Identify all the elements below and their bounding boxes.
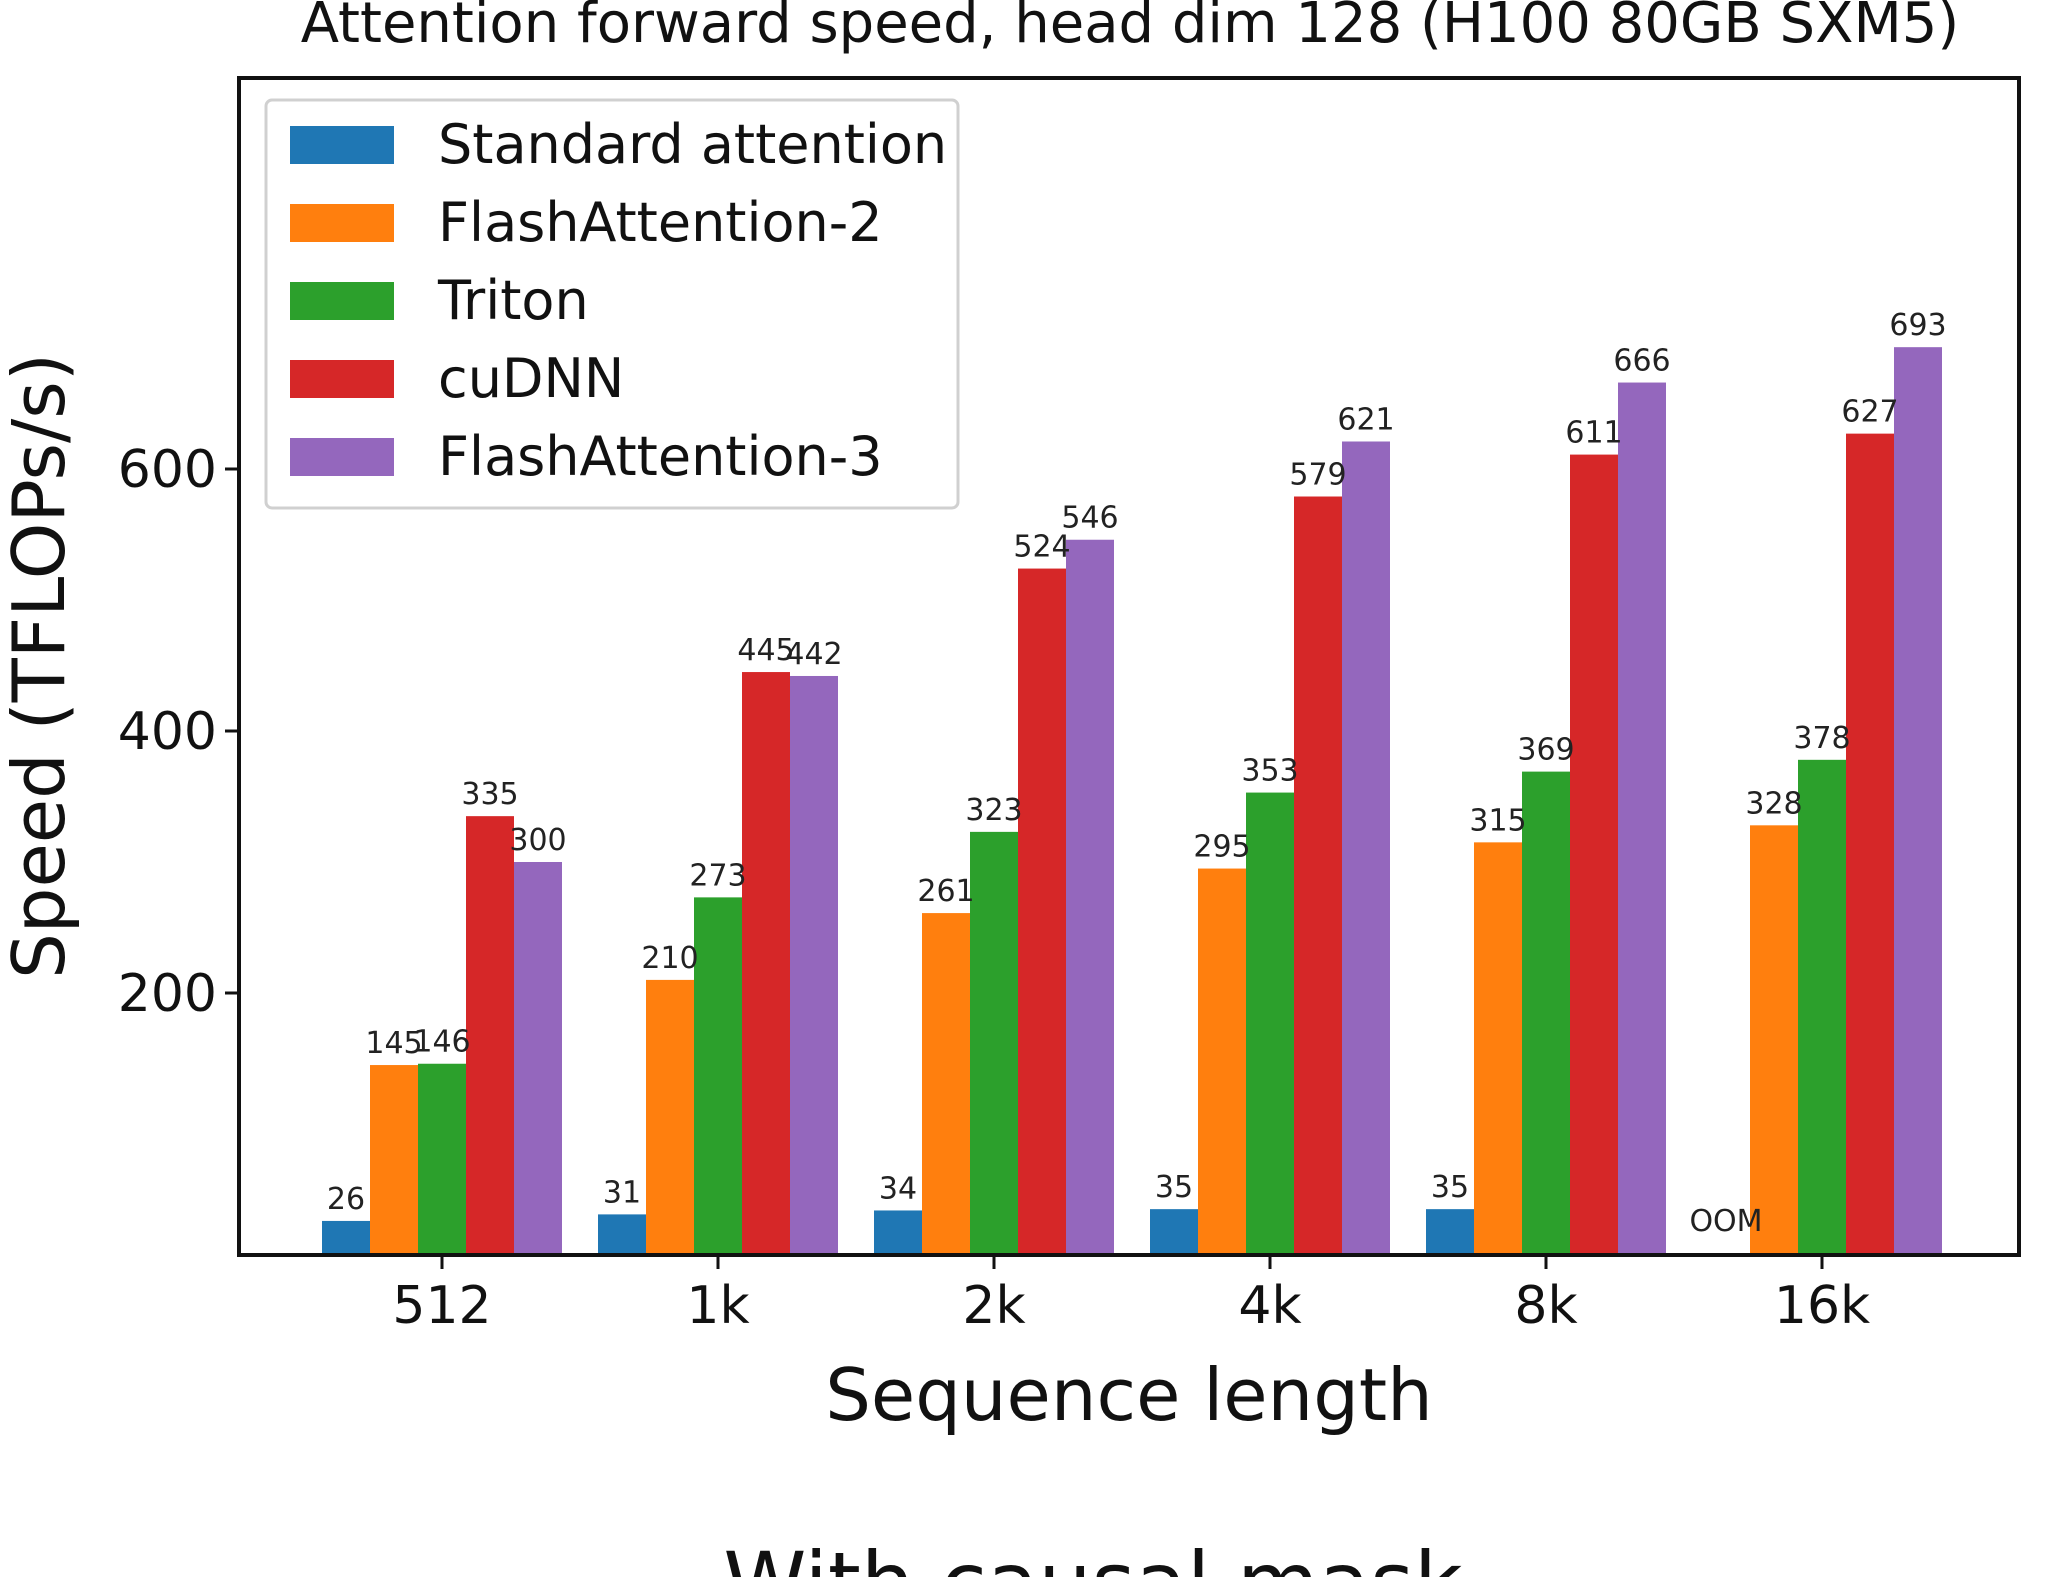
bar-triton-16k: [1798, 759, 1846, 1255]
legend-swatch-standard-attention: [290, 126, 394, 164]
bar-triton-512: [418, 1063, 466, 1255]
legend-label-triton: Triton: [437, 269, 589, 332]
data-label-cudnn-16k: 627: [1841, 395, 1898, 430]
bar-flashattention-3-1k: [790, 675, 838, 1255]
bar-cudnn-512: [466, 816, 514, 1255]
bar-standard-attention-1k: [598, 1214, 646, 1255]
bar-triton-1k: [694, 897, 742, 1255]
data-label-flashattention-2-512: 145: [365, 1026, 422, 1061]
data-label-standard-attention-1k: 31: [603, 1175, 641, 1210]
data-label-cudnn-1k: 445: [737, 633, 794, 668]
legend-label-flashattention-3: FlashAttention-3: [438, 425, 883, 488]
data-label-flashattention-2-1k: 210: [641, 941, 698, 976]
data-labels-layer: 2614514633530031210273445442342613235245…: [327, 308, 1947, 1239]
data-label-standard-attention-4k: 35: [1155, 1170, 1193, 1205]
x-tick-label-8k: 8k: [1514, 1276, 1577, 1336]
data-label-standard-attention-8k: 35: [1431, 1170, 1469, 1205]
legend: Standard attention FlashAttention-2 Triton…: [264, 98, 960, 510]
data-label-flashattention-3-4k: 621: [1337, 402, 1394, 437]
y-tick-label-200: 200: [118, 964, 217, 1024]
data-label-triton-1k: 273: [689, 858, 746, 893]
bar-flashattention-3-8k: [1618, 382, 1666, 1255]
x-tick-label-4k: 4k: [1238, 1276, 1301, 1336]
bar-cudnn-16k: [1846, 433, 1894, 1255]
bar-flashattention-3-2k: [1066, 539, 1114, 1255]
data-label-flashattention-2-2k: 261: [917, 874, 974, 909]
legend-swatch-flashattention-3: [290, 438, 394, 476]
data-label-triton-512: 146: [413, 1025, 470, 1060]
data-label-standard-attention-2k: 34: [879, 1171, 917, 1206]
bar-standard-attention-4k: [1150, 1209, 1198, 1255]
data-label-flashattention-2-8k: 315: [1469, 803, 1526, 838]
y-axis: 200 400 600: [118, 440, 239, 1024]
bar-triton-4k: [1246, 792, 1294, 1255]
x-tick-label-512: 512: [392, 1276, 491, 1336]
data-label-triton-4k: 353: [1241, 754, 1298, 789]
legend-label-cudnn: cuDNN: [438, 347, 624, 410]
bar-flashattention-2-2k: [922, 913, 970, 1255]
legend-items: Standard attention FlashAttention-2 Triton…: [290, 113, 947, 488]
x-tick-label-2k: 2k: [962, 1276, 1025, 1336]
data-label-cudnn-4k: 579: [1289, 458, 1346, 493]
chart-title: Attention forward speed, head dim 128 (H…: [301, 0, 1960, 56]
bar-cudnn-1k: [742, 672, 790, 1255]
y-tick-label-400: 400: [118, 702, 217, 762]
bar-cudnn-2k: [1018, 568, 1066, 1255]
data-label-triton-2k: 323: [965, 793, 1022, 828]
x-axis: 512 1k 2k 4k 8k 16k: [392, 1255, 1870, 1336]
bar-standard-attention-2k: [874, 1210, 922, 1255]
legend-swatch-cudnn: [290, 360, 394, 398]
data-label-flashattention-2-16k: 328: [1745, 786, 1802, 821]
legend-label-standard-attention: Standard attention: [438, 113, 947, 176]
bars-layer: [322, 347, 1942, 1256]
bar-flashattention-2-1k: [646, 979, 694, 1255]
data-label-cudnn-512: 335: [461, 777, 518, 812]
bar-flashattention-3-512: [514, 862, 562, 1255]
bar-triton-8k: [1522, 771, 1570, 1255]
bar-triton-2k: [970, 831, 1018, 1255]
bar-cudnn-8k: [1570, 454, 1618, 1256]
bar-flashattention-2-16k: [1750, 825, 1798, 1255]
y-tick-label-600: 600: [118, 440, 217, 500]
bar-flashattention-3-16k: [1894, 347, 1942, 1255]
data-label-flashattention-3-512: 300: [509, 823, 566, 858]
data-label-flashattention-2-4k: 295: [1193, 830, 1250, 865]
x-tick-label-1k: 1k: [686, 1276, 749, 1336]
y-axis-label: Speed (TFLOPs/s): [0, 353, 81, 979]
legend-box: [264, 98, 960, 510]
bar-standard-attention-512: [322, 1220, 370, 1255]
data-label-triton-8k: 369: [1517, 733, 1574, 768]
bar-standard-attention-8k: [1426, 1209, 1474, 1255]
legend-label-flashattention-2: FlashAttention-2: [438, 191, 883, 254]
chart-caption: With causal mask: [723, 1534, 1463, 1577]
data-label-flashattention-3-8k: 666: [1613, 344, 1670, 379]
x-tick-label-16k: 16k: [1774, 1276, 1870, 1336]
bar-cudnn-4k: [1294, 496, 1342, 1255]
bar-flashattention-2-8k: [1474, 842, 1522, 1255]
data-label-standard-attention-512: 26: [327, 1182, 365, 1217]
data-label-cudnn-2k: 524: [1013, 530, 1070, 565]
data-label-flashattention-3-2k: 546: [1061, 501, 1118, 536]
plot-area-frame: [237, 76, 2021, 1257]
data-label-cudnn-8k: 611: [1565, 416, 1622, 451]
data-label-triton-16k: 378: [1793, 721, 1850, 756]
data-label-flashattention-3-16k: 693: [1889, 308, 1946, 343]
legend-swatch-triton: [290, 282, 394, 320]
bar-flashattention-3-4k: [1342, 441, 1390, 1255]
legend-swatch-flashattention-2: [290, 204, 394, 242]
data-label-standard-attention-16k: OOM: [1689, 1204, 1762, 1239]
bar-flashattention-2-4k: [1198, 868, 1246, 1255]
data-label-flashattention-3-1k: 442: [785, 637, 842, 672]
x-axis-label: Sequence length: [825, 1353, 1433, 1437]
bar-flashattention-2-512: [370, 1065, 418, 1255]
